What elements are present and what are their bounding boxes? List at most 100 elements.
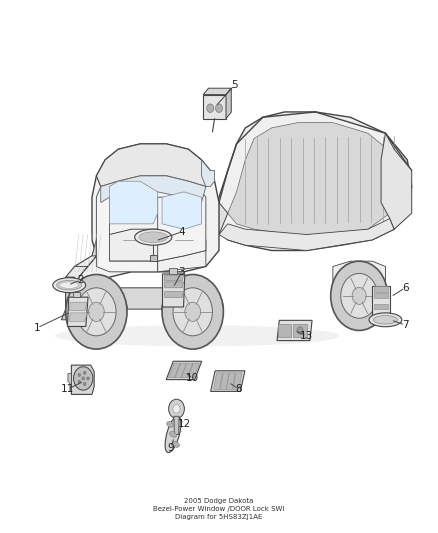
Circle shape [77,288,116,336]
Polygon shape [203,95,226,118]
Polygon shape [73,292,80,297]
Ellipse shape [165,416,181,453]
Circle shape [78,380,81,383]
Polygon shape [277,320,312,341]
Circle shape [331,261,388,330]
Text: 1: 1 [34,323,41,333]
Polygon shape [374,304,388,309]
Polygon shape [61,309,74,320]
Polygon shape [226,88,231,118]
Polygon shape [293,324,307,337]
Polygon shape [158,251,206,272]
Polygon shape [74,229,206,266]
Polygon shape [166,361,202,379]
Polygon shape [201,160,215,187]
Text: 8: 8 [235,384,242,394]
Polygon shape [165,275,184,281]
Polygon shape [162,192,201,229]
Polygon shape [68,374,71,385]
Polygon shape [174,416,179,434]
Ellipse shape [166,422,173,427]
Polygon shape [67,297,88,326]
Polygon shape [374,293,388,298]
Polygon shape [165,292,184,297]
Text: 7: 7 [402,320,409,330]
Polygon shape [71,365,94,394]
Circle shape [83,372,86,375]
Circle shape [215,104,223,112]
Polygon shape [169,268,177,274]
Polygon shape [169,363,180,378]
Text: 9: 9 [167,443,174,453]
Circle shape [173,405,180,413]
Circle shape [74,367,93,390]
Polygon shape [381,133,412,229]
Text: 11: 11 [61,384,74,394]
Polygon shape [220,373,230,389]
Circle shape [82,377,85,380]
Polygon shape [101,176,206,203]
Ellipse shape [139,232,167,243]
Polygon shape [278,324,291,337]
Polygon shape [374,286,388,292]
Polygon shape [233,373,242,389]
Circle shape [297,327,303,334]
Polygon shape [66,277,79,309]
Polygon shape [66,277,79,288]
Polygon shape [66,144,219,309]
Ellipse shape [173,441,180,447]
Circle shape [173,288,212,336]
Circle shape [207,104,214,112]
Ellipse shape [57,280,82,290]
Polygon shape [96,144,215,187]
Polygon shape [175,363,187,378]
Circle shape [169,399,184,418]
Ellipse shape [53,278,86,293]
Ellipse shape [134,229,172,245]
Text: 13: 13 [300,331,313,341]
Polygon shape [228,123,399,235]
Ellipse shape [373,316,398,324]
Polygon shape [226,373,236,389]
Circle shape [162,274,223,349]
Ellipse shape [60,282,79,288]
Polygon shape [181,363,193,378]
Circle shape [185,302,201,321]
Ellipse shape [369,313,402,327]
Polygon shape [333,261,385,288]
Polygon shape [150,255,157,261]
Polygon shape [66,240,96,309]
Circle shape [66,274,127,349]
Polygon shape [219,219,394,251]
Circle shape [341,273,378,318]
Polygon shape [158,192,206,261]
Circle shape [78,374,81,377]
Polygon shape [110,181,158,224]
Text: 2005 Dodge Dakota
Bezel-Power Window /DOOR Lock SWI
Diagram for 5HS83ZJ1AE: 2005 Dodge Dakota Bezel-Power Window /DO… [153,498,285,520]
Polygon shape [211,371,245,391]
Polygon shape [162,274,185,307]
Polygon shape [372,286,390,317]
Text: 6: 6 [402,283,409,293]
Ellipse shape [170,432,177,437]
Circle shape [83,382,86,385]
Text: 10: 10 [186,374,199,383]
Polygon shape [203,88,231,95]
Text: 12: 12 [177,419,191,429]
Polygon shape [188,363,199,378]
Polygon shape [70,313,87,321]
Circle shape [87,377,89,380]
Polygon shape [210,203,228,235]
Text: 2: 2 [78,275,85,285]
Ellipse shape [55,325,339,346]
Polygon shape [92,288,193,309]
Text: 3: 3 [178,267,185,277]
Polygon shape [213,373,223,389]
Circle shape [88,302,104,321]
Text: 5: 5 [231,80,238,90]
Polygon shape [165,282,184,288]
Circle shape [352,287,366,304]
Text: 4: 4 [178,227,185,237]
Polygon shape [96,187,158,272]
Polygon shape [70,302,87,311]
